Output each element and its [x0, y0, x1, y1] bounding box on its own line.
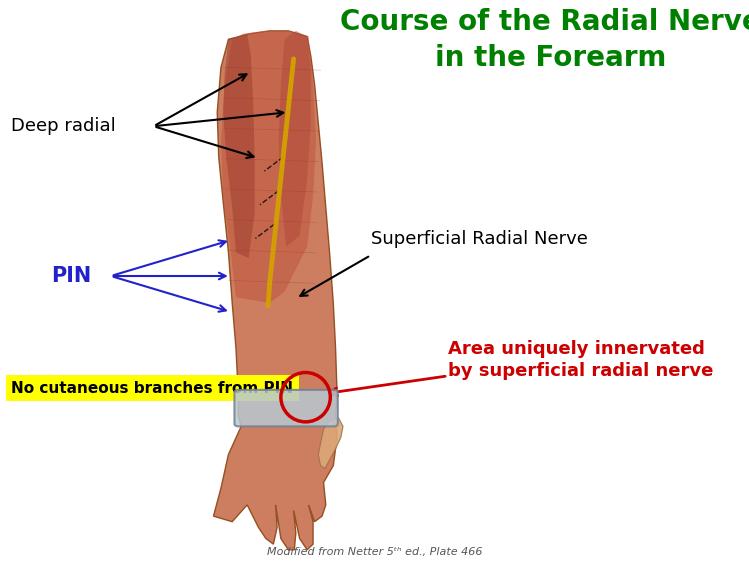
- Text: Modified from Netter 5ᵗʰ ed., Plate 466: Modified from Netter 5ᵗʰ ed., Plate 466: [267, 546, 482, 557]
- Text: PIN: PIN: [51, 266, 91, 286]
- Text: Area uniquely innervated
by superficial radial nerve: Area uniquely innervated by superficial …: [448, 340, 713, 380]
- PathPatch shape: [318, 418, 343, 468]
- PathPatch shape: [279, 31, 311, 247]
- FancyBboxPatch shape: [234, 390, 338, 426]
- PathPatch shape: [223, 34, 255, 258]
- Text: Deep radial: Deep radial: [11, 117, 116, 135]
- Text: Superficial Radial Nerve: Superficial Radial Nerve: [371, 230, 588, 248]
- Text: No cutaneous branches from PIN: No cutaneous branches from PIN: [11, 381, 294, 396]
- PathPatch shape: [213, 31, 337, 550]
- PathPatch shape: [221, 31, 316, 303]
- Text: Course of the Radial Nerve
in the Forearm: Course of the Radial Nerve in the Forear…: [340, 8, 749, 72]
